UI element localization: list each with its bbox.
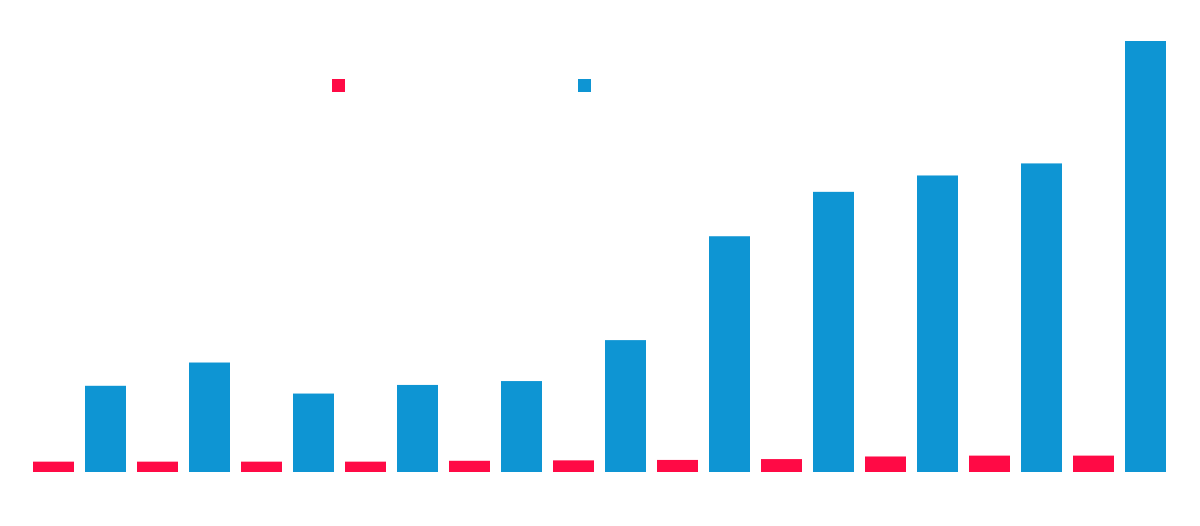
bar-series-2-cat-6: [605, 340, 646, 472]
bar-series-2-cat-4: [397, 384, 438, 472]
bar-series-2-cat-1: [85, 385, 126, 472]
bar-series-1-cat-7: [657, 459, 698, 472]
bar-series-2-cat-7: [709, 236, 750, 472]
bar-series-2-cat-2: [189, 362, 230, 472]
bar-series-2-cat-11: [1125, 41, 1166, 472]
bar-series-1-cat-1: [33, 461, 74, 472]
bar-series-2-cat-10: [1021, 163, 1062, 473]
bar-series-2-cat-9: [917, 175, 958, 473]
legend: [332, 79, 591, 92]
bar-series-2-cat-3: [293, 393, 334, 472]
bar-series-1-cat-5: [449, 460, 490, 472]
legend-swatch-series-2: [578, 79, 591, 92]
bar-series-1-cat-10: [969, 455, 1010, 472]
bar-series-1-cat-3: [241, 461, 282, 472]
bar-series-2-cat-5: [501, 381, 542, 472]
bar-series-1-cat-8: [761, 459, 802, 472]
bar-series-2-cat-8: [813, 191, 854, 472]
bar-series-1-cat-2: [137, 461, 178, 472]
bar-series-1-cat-9: [865, 456, 906, 472]
legend-swatch-series-1: [332, 79, 345, 92]
bar-series-1-cat-4: [345, 461, 386, 472]
bar-series-1-cat-11: [1073, 455, 1114, 472]
bar-area: [33, 41, 1166, 473]
bar-series-1-cat-6: [553, 460, 594, 472]
